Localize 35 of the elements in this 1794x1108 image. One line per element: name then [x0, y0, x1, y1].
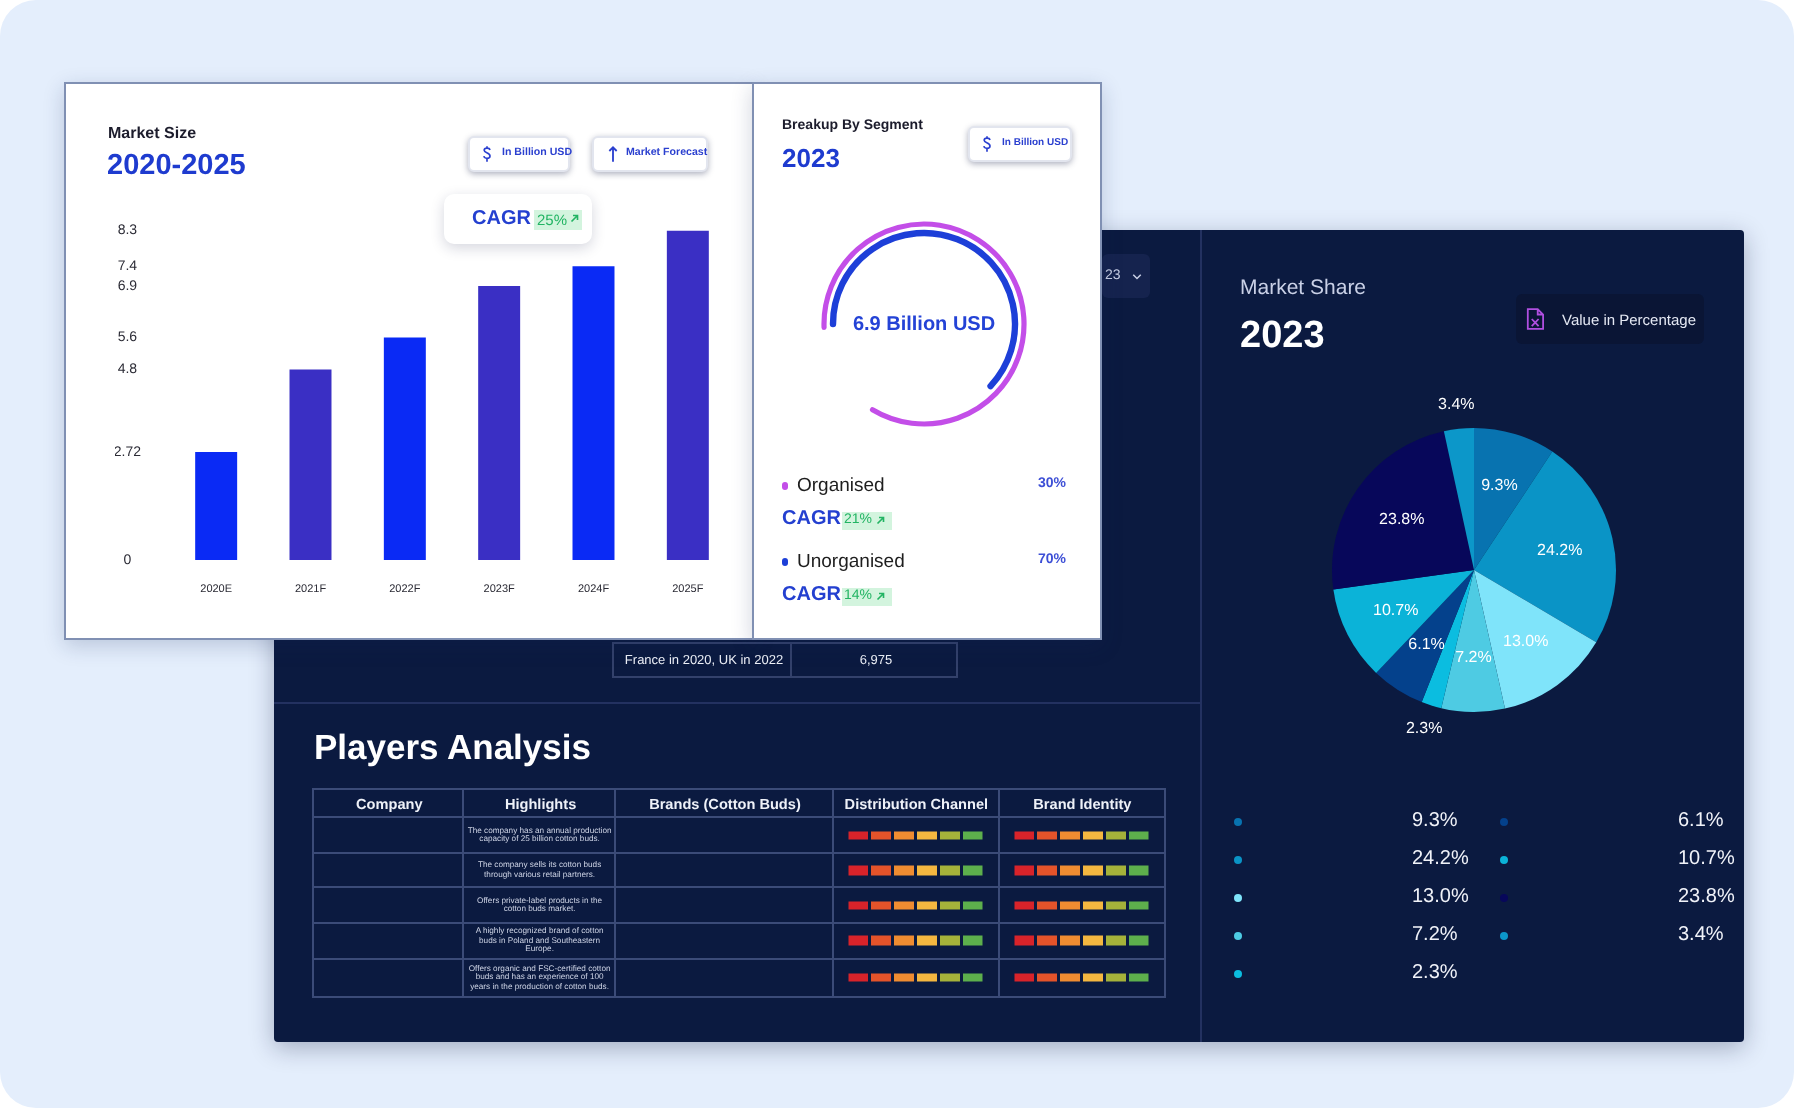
text: 2.3% [1412, 961, 1458, 984]
data-label: 10.7% [1372, 600, 1419, 619]
bar [195, 451, 238, 560]
data-label: 24.2% [1537, 540, 1583, 559]
data-label: 13.0% [1503, 631, 1549, 650]
data-label: 6.1% [1408, 634, 1445, 653]
chart-title: Market Size [108, 124, 197, 142]
data-label: 2.3% [1405, 718, 1443, 737]
text: 2023 [782, 142, 840, 172]
text: 13.0% [1412, 885, 1469, 908]
bar [572, 266, 615, 560]
text: CAGR [782, 584, 841, 606]
text: 6.1% [1678, 809, 1724, 832]
category-label: Unorganised [797, 550, 905, 573]
data-label: 23.8% [1379, 510, 1425, 529]
bar [289, 369, 332, 560]
text: 3.4% [1678, 923, 1724, 946]
text: 9.3% [1412, 809, 1458, 832]
text: 24.2% [1412, 847, 1469, 870]
chart-subtitle: 2023 [1240, 315, 1325, 357]
text: 7.2% [1412, 923, 1458, 946]
text: Players Analysis [314, 726, 591, 767]
text: 10.7% [1678, 847, 1735, 870]
text: 6.9 Billion USD [852, 314, 996, 336]
bar [666, 230, 709, 560]
data-label: 9.3% [1481, 476, 1518, 495]
bar [478, 286, 521, 560]
category-label: Organised [797, 474, 885, 497]
bar [383, 337, 426, 560]
data-label: 7.2% [1455, 648, 1492, 667]
text: 23.8% [1678, 885, 1735, 908]
chart-subtitle: 2020-2025 [107, 149, 246, 182]
data-label: 3.4% [1438, 395, 1475, 414]
chart-title: Market Share [1240, 275, 1367, 300]
text: CAGR [782, 508, 841, 530]
